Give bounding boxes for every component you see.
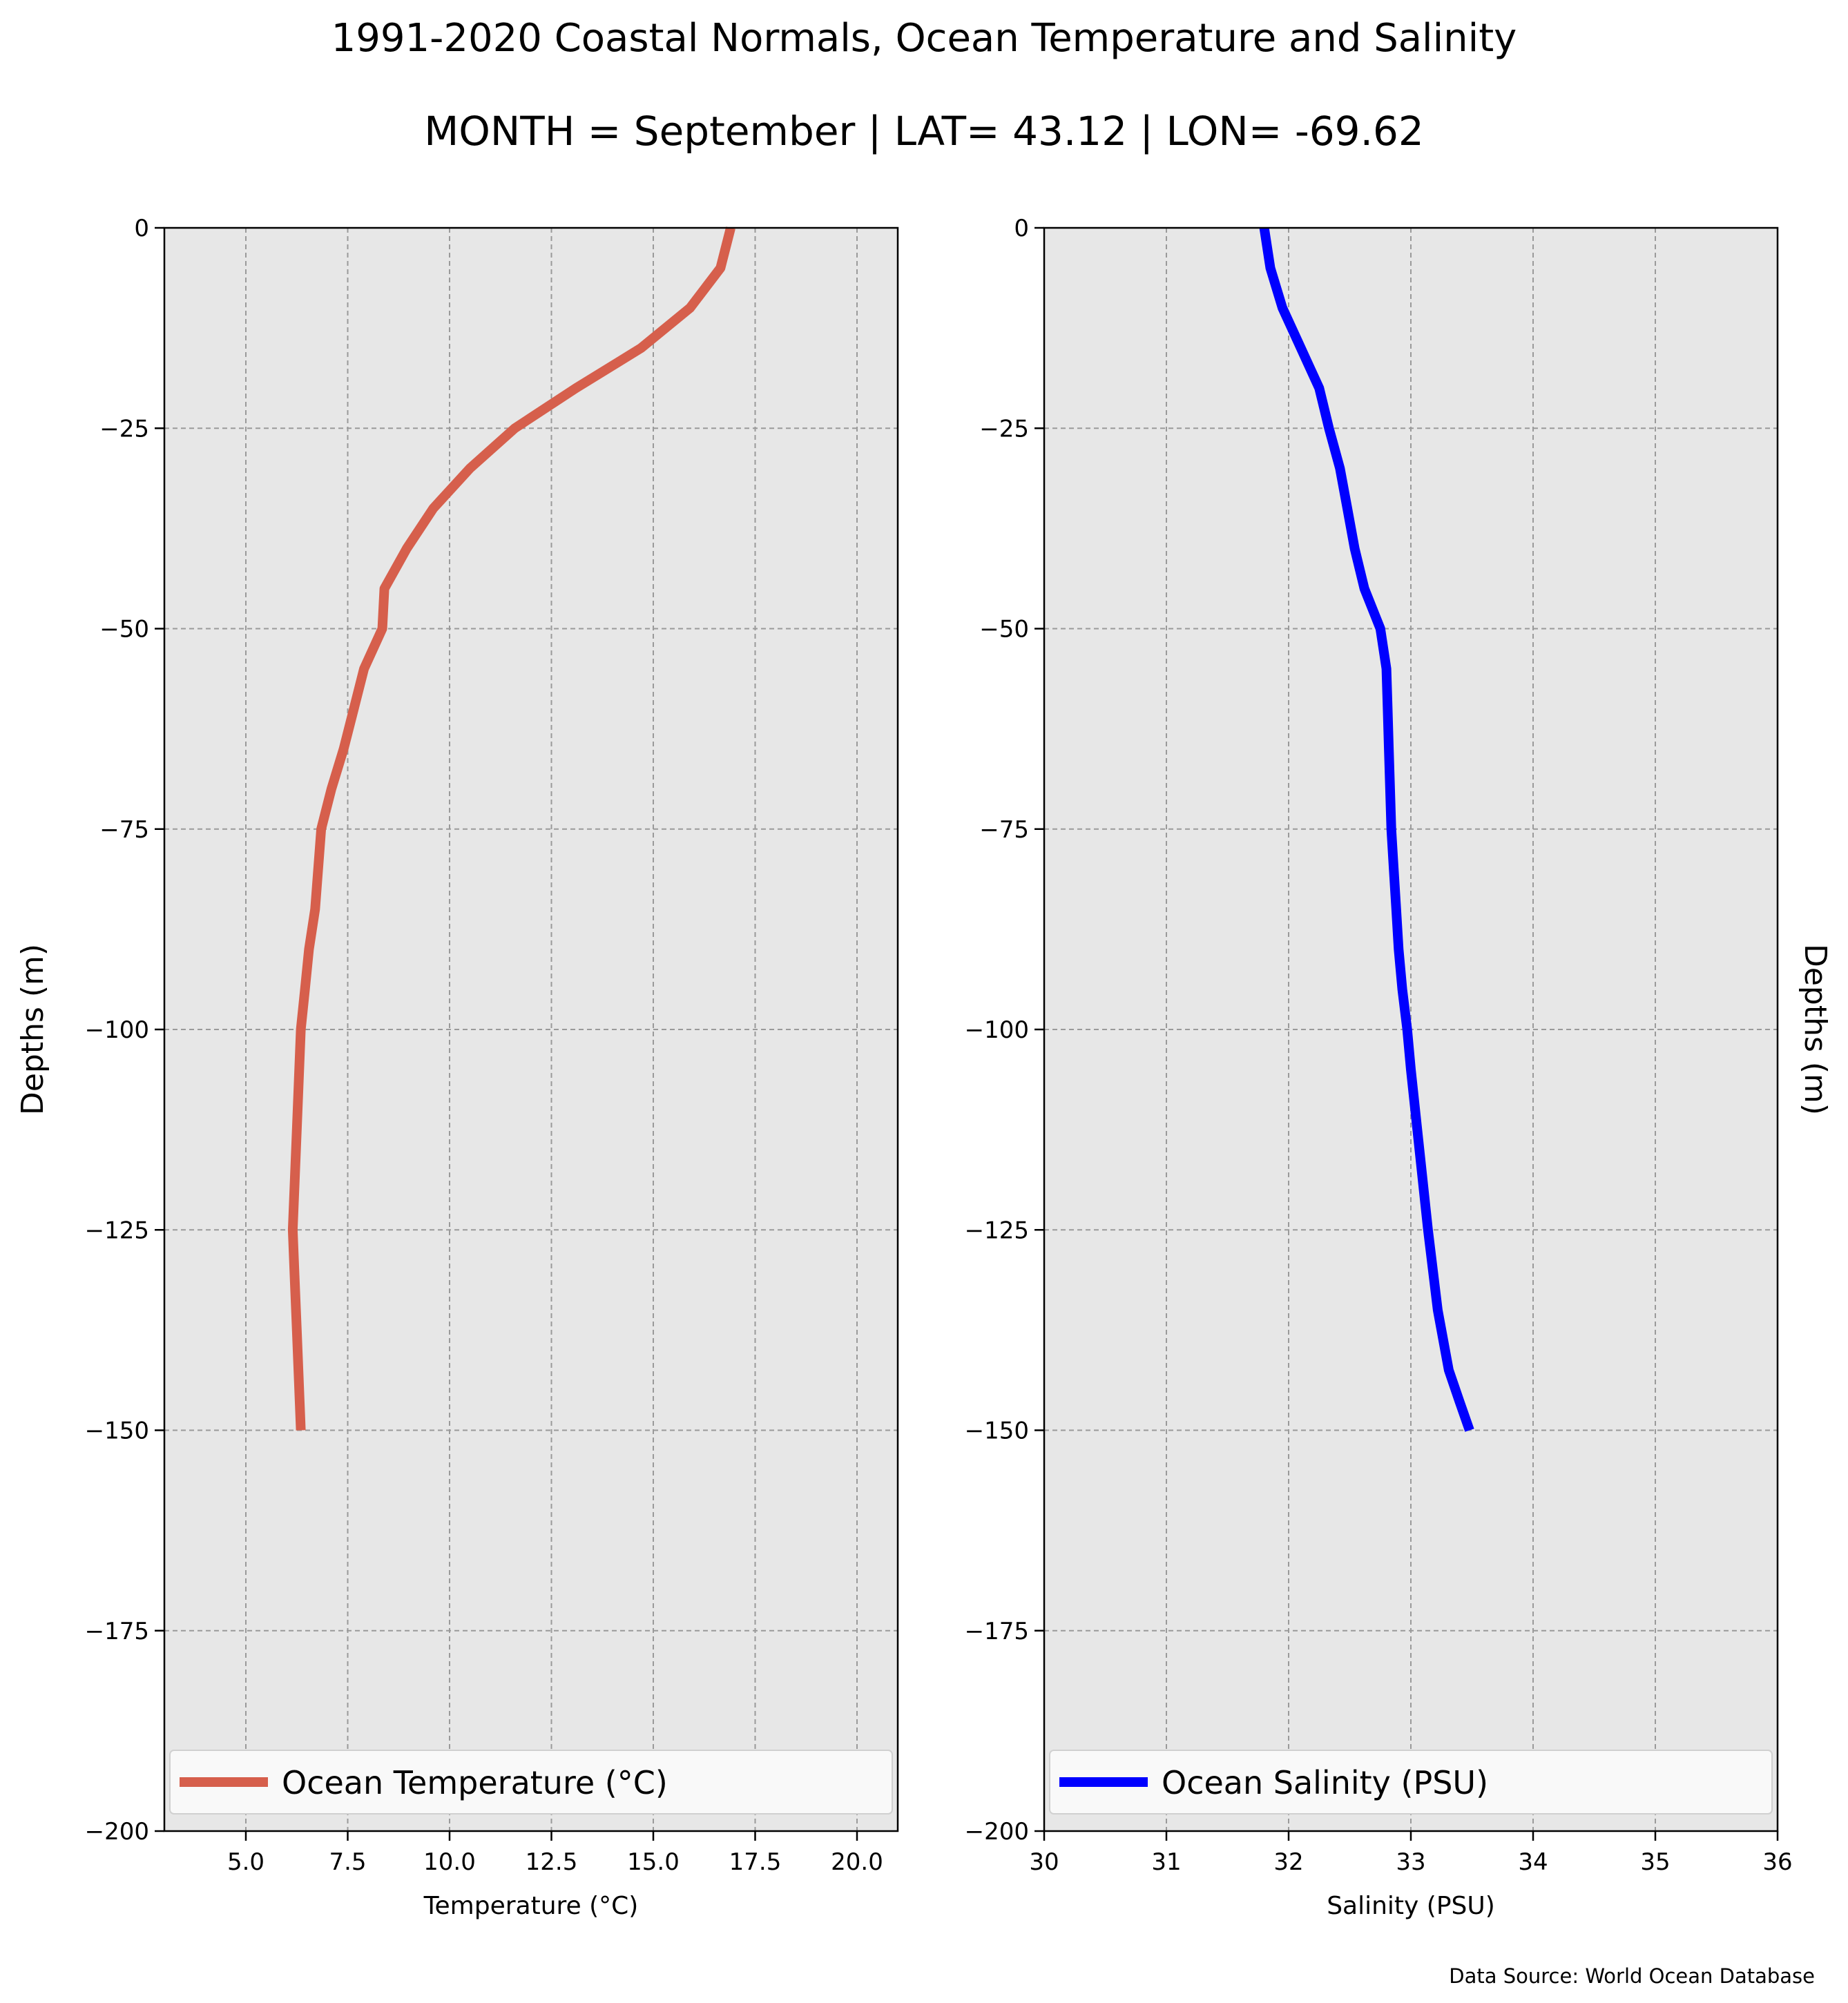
legend-label-1: Ocean Salinity (PSU) [1162,1764,1488,1801]
x-tick-label: 5.0 [227,1848,264,1876]
x-axis-label-1: Salinity (PSU) [1327,1892,1495,1920]
y-tick-label: −150 [85,1417,149,1445]
y-axis-label-0: Depths (m) [15,944,50,1115]
x-tick-label: 7.5 [329,1848,366,1876]
x-tick-label: 31 [1151,1848,1181,1876]
figure-title: 1991-2020 Coastal Normals, Ocean Tempera… [331,16,1517,61]
x-tick-label: 33 [1396,1848,1425,1876]
data-source-note: Data Source: World Ocean Database [1449,1964,1815,1988]
y-tick-label: −200 [85,1818,149,1846]
x-tick-label: 20.0 [831,1848,883,1876]
y-tick-label: −125 [965,1217,1029,1244]
y-tick-label: −75 [979,816,1029,844]
x-tick-label: 17.5 [729,1848,782,1876]
temperature-panel: Ocean Temperature (°C) 0 −25 −50 −75 −100 −125… [15,215,899,1920]
legend-box-1 [1049,1750,1773,1815]
legend-box-0 [169,1750,893,1815]
x-tick-label: 36 [1762,1848,1792,1876]
series-line-1-0 [1259,226,1474,1432]
y-tick-label: −150 [965,1417,1029,1445]
y-tick-label: 0 [1014,215,1029,242]
x-tick-label: 10.0 [423,1848,476,1876]
y-tick-label: −25 [979,415,1029,443]
y-axis-label-1: Depths (m) [1798,944,1833,1115]
x-tick-label: 12.5 [526,1848,578,1876]
y-tick-label: −100 [965,1016,1029,1044]
x-tick-label: 32 [1273,1848,1303,1876]
y-tick-label: −175 [85,1618,149,1645]
y-tick-label: −175 [965,1618,1029,1645]
x-tick-label: 34 [1518,1848,1548,1876]
x-axis-label-0: Temperature (°C) [423,1892,639,1920]
x-tick-label: 35 [1640,1848,1670,1876]
legend-label-0: Ocean Temperature (°C) [282,1764,668,1801]
y-tick-label: −125 [85,1217,149,1244]
series-line-0-0 [287,226,735,1431]
y-tick-label: −25 [99,415,149,443]
y-tick-label: −50 [979,616,1029,644]
salinity-panel: Ocean Salinity (PSU) 0 −25 −50 −75 −100 −125 −1… [965,215,1833,1920]
x-tick-label: 30 [1029,1848,1059,1876]
y-tick-label: −100 [85,1016,149,1044]
figure-subtitle: MONTH = September | LAT= 43.12 | LON= -6… [424,108,1424,155]
y-tick-label: −75 [99,816,149,844]
y-tick-label: −50 [99,616,149,644]
y-tick-label: −200 [965,1818,1029,1846]
y-tick-label: 0 [134,215,149,242]
x-tick-label: 15.0 [627,1848,680,1876]
